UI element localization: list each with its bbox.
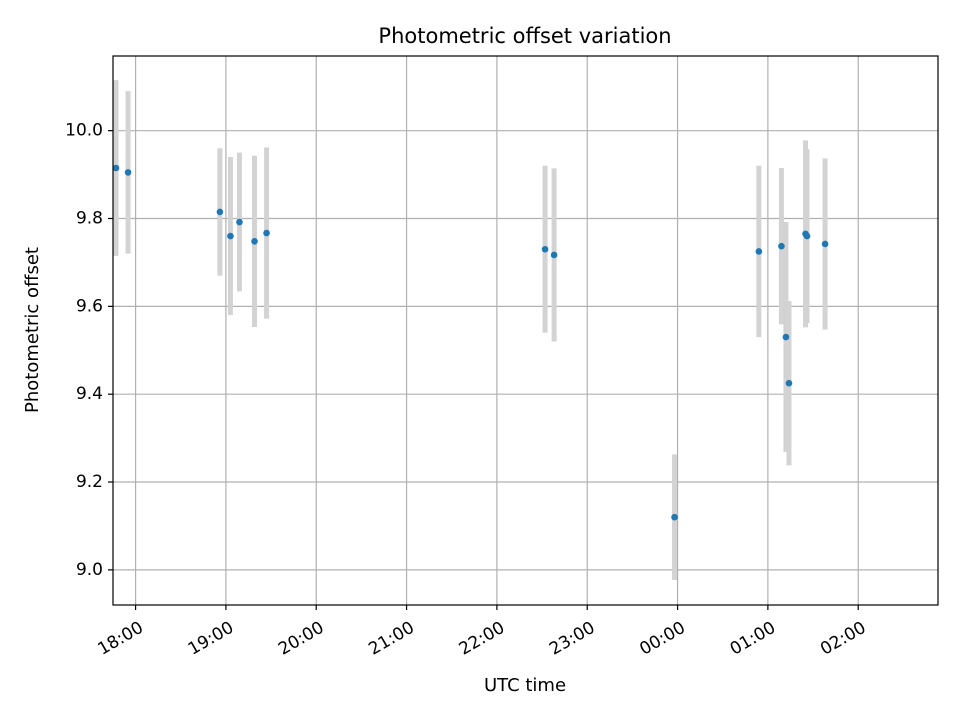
plot-frame bbox=[112, 55, 939, 606]
y-tick-label: 9.4 bbox=[76, 384, 103, 404]
data-point bbox=[263, 229, 270, 237]
chart-title: Photometric offset variation bbox=[378, 24, 671, 48]
data-point bbox=[821, 240, 829, 248]
y-tick-label: 9.8 bbox=[76, 209, 103, 229]
data-point bbox=[251, 238, 258, 245]
data-point bbox=[236, 218, 243, 226]
x-axis-label: UTC time bbox=[484, 675, 566, 696]
data-point bbox=[671, 513, 678, 521]
data-point bbox=[782, 333, 790, 341]
y-tick-label: 9.2 bbox=[76, 472, 103, 492]
data-point bbox=[124, 169, 132, 176]
y-tick-label: 9.0 bbox=[76, 560, 103, 580]
data-point bbox=[755, 248, 763, 255]
data-point bbox=[541, 245, 549, 253]
grid bbox=[113, 56, 938, 605]
data-points bbox=[112, 164, 829, 521]
data-point bbox=[216, 208, 224, 216]
data-point bbox=[550, 251, 558, 259]
y-axis-label: Photometric offset bbox=[22, 247, 43, 413]
data-point bbox=[803, 232, 811, 240]
y-tick-label: 9.6 bbox=[76, 296, 103, 316]
data-point bbox=[227, 232, 234, 240]
data-point bbox=[112, 164, 120, 172]
y-tick-label: 10.0 bbox=[65, 121, 103, 141]
data-point bbox=[778, 242, 785, 250]
data-point bbox=[785, 379, 793, 387]
